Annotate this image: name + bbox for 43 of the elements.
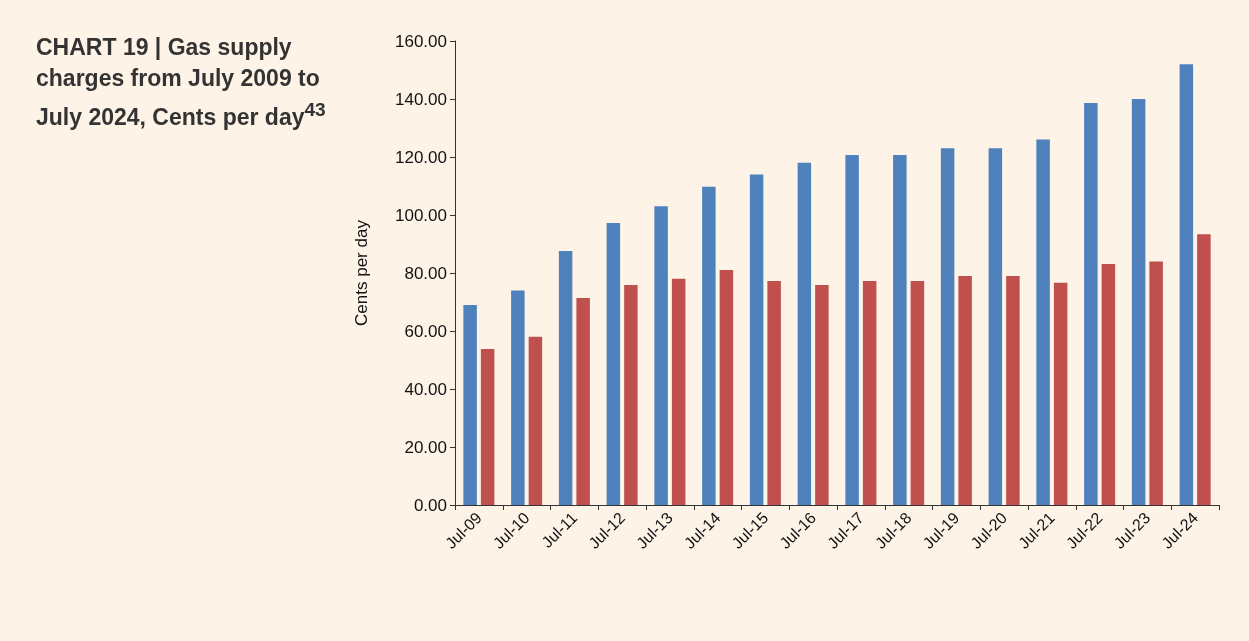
bar bbox=[845, 154, 859, 505]
bar bbox=[958, 275, 972, 505]
y-tick-label: 40.00 bbox=[404, 379, 447, 399]
y-tick-label: 120.00 bbox=[395, 147, 447, 167]
bar bbox=[1101, 264, 1116, 505]
bar bbox=[1149, 261, 1163, 505]
bar bbox=[528, 336, 543, 505]
y-tick-label: 160.00 bbox=[395, 31, 447, 51]
bar bbox=[940, 148, 955, 505]
bar bbox=[1131, 99, 1146, 505]
y-tick-label: 60.00 bbox=[404, 321, 447, 341]
y-tick-label: 80.00 bbox=[404, 263, 447, 283]
bar bbox=[767, 281, 781, 505]
y-tick-label: 20.00 bbox=[404, 437, 447, 457]
bar bbox=[1006, 275, 1020, 505]
y-tick-label: 140.00 bbox=[395, 89, 447, 109]
bar bbox=[511, 290, 525, 505]
bar bbox=[1197, 234, 1211, 505]
bar bbox=[480, 348, 495, 505]
y-tick-label: 0.00 bbox=[413, 495, 447, 515]
bar bbox=[1179, 64, 1194, 505]
bar bbox=[749, 174, 764, 505]
bar bbox=[1036, 139, 1050, 505]
bar bbox=[862, 281, 877, 505]
y-axis-title: Cents per day bbox=[352, 219, 371, 326]
text: CHART 19 | Gas supply charges from July 2009 to July 2024, Cents per day$^{43}$ bbox=[36, 33, 327, 132]
bar bbox=[576, 297, 590, 505]
bar bbox=[719, 270, 734, 505]
bar bbox=[910, 281, 925, 505]
bar bbox=[815, 284, 829, 505]
bar bbox=[606, 223, 621, 505]
bar bbox=[558, 250, 573, 505]
bar bbox=[702, 186, 716, 505]
bar bbox=[654, 206, 668, 505]
bar bbox=[893, 154, 907, 505]
bar bbox=[797, 162, 812, 505]
bar bbox=[624, 284, 638, 505]
bar bbox=[1053, 282, 1068, 505]
bar bbox=[988, 148, 1003, 505]
bar bbox=[463, 304, 477, 505]
bar bbox=[1084, 103, 1098, 505]
y-tick-label: 100.00 bbox=[395, 205, 447, 225]
bar bbox=[671, 278, 686, 505]
